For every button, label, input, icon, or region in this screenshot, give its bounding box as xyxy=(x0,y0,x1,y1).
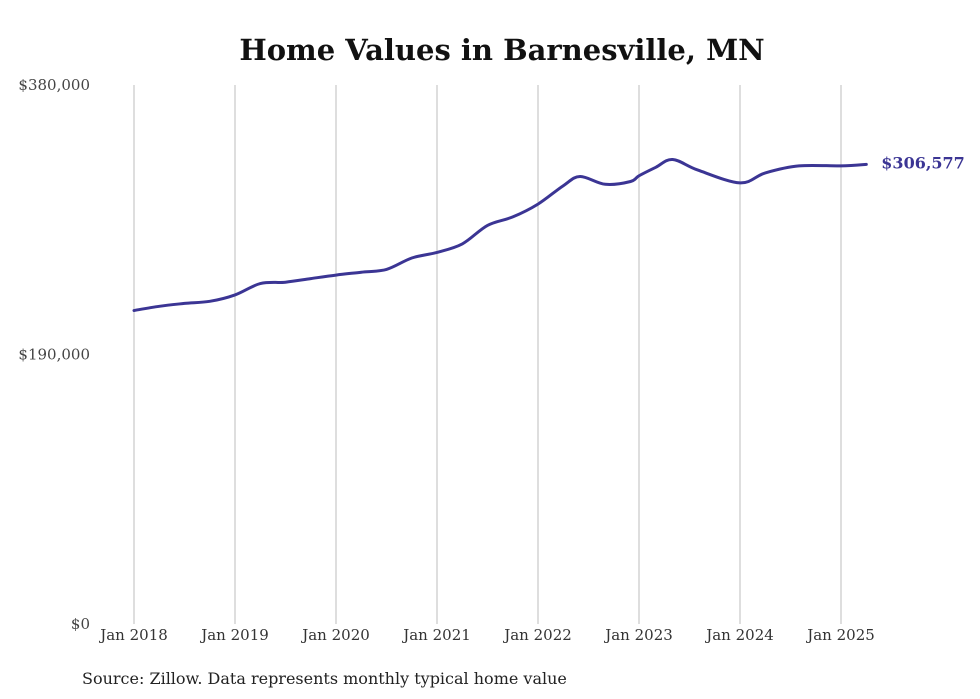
grid xyxy=(133,85,842,624)
x-tick-label: Jan 2022 xyxy=(502,626,572,644)
x-tick-label: Jan 2020 xyxy=(300,626,370,644)
x-tick-label: Jan 2021 xyxy=(401,626,471,644)
y-tick-label: $380,000 xyxy=(18,76,90,94)
x-tick-label: Jan 2019 xyxy=(199,626,269,644)
chart-title: Home Values in Barnesville, MN xyxy=(239,33,764,67)
x-tick-label: Jan 2018 xyxy=(98,626,168,644)
x-tick-label: Jan 2023 xyxy=(603,626,673,644)
x-tick-label: Jan 2025 xyxy=(805,626,875,644)
x-axis: Jan 2018 Jan 2019 Jan 2020 Jan 2021 Jan 2022… xyxy=(98,626,875,644)
y-tick-label: $0 xyxy=(71,615,90,633)
y-tick-label: $190,000 xyxy=(18,346,90,364)
series xyxy=(132,157,868,312)
series-line xyxy=(132,157,868,312)
y-axis: $0 $190,000 $380,000 xyxy=(18,76,90,633)
end-value-label: $306,577 xyxy=(881,153,965,172)
x-tick-label: Jan 2024 xyxy=(704,626,774,644)
source-note: Source: Zillow. Data represents monthly … xyxy=(82,669,567,688)
